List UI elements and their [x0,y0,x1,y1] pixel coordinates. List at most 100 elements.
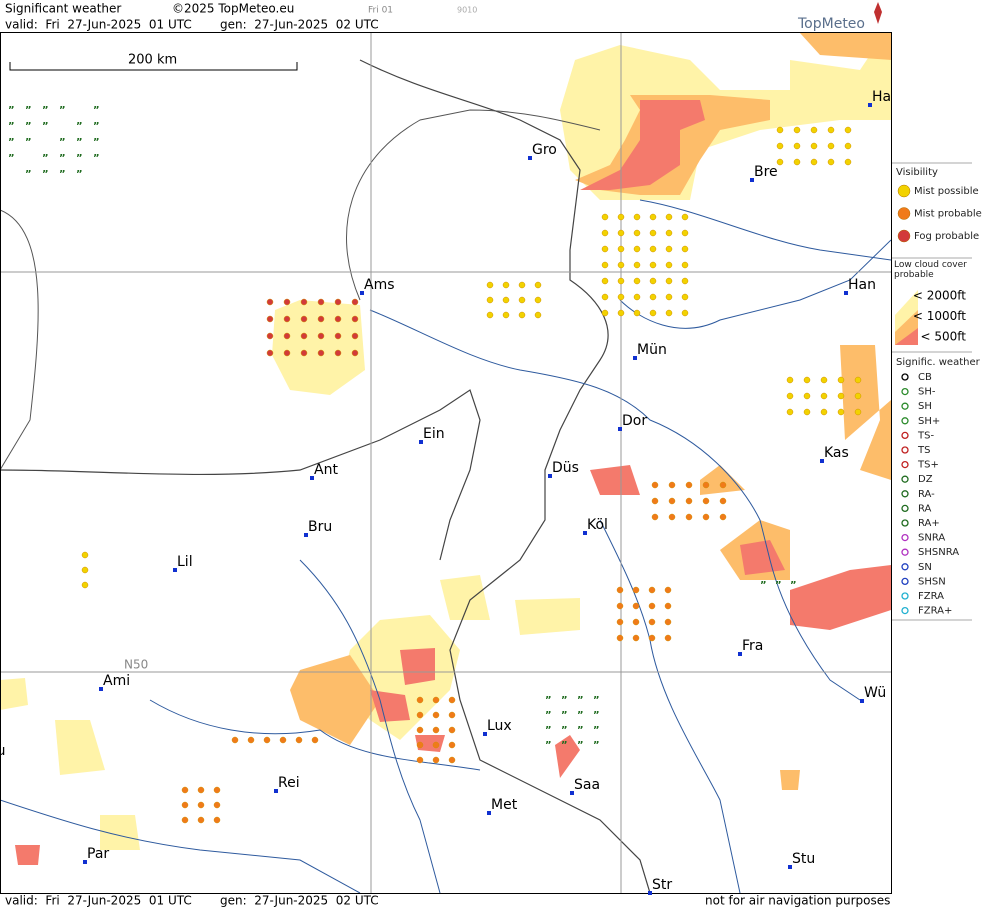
mist-symbol [300,298,308,306]
drizzle-symbol: ” [561,695,568,706]
city-marker [173,568,177,572]
legend-item: Mist possible [914,186,979,197]
legend-item: SNRA [918,533,945,544]
mist-symbol [534,311,542,319]
mist-symbol [649,229,657,237]
mist-symbol [632,586,640,594]
drizzle-symbol: ” [760,580,767,591]
mist-symbol [649,293,657,301]
legend-item: < 500ft [921,330,967,344]
mist-symbol [776,142,784,150]
mist-symbol [665,229,673,237]
drizzle-symbol: ” [76,153,83,164]
mist-symbol [617,309,625,317]
mist-symbol [432,741,440,749]
mist-symbol [334,349,342,357]
mist-symbol [681,277,689,285]
mist-symbol [279,736,287,744]
city-marker [750,178,754,182]
city-label: Düs [552,460,579,476]
legend-title-text: Low cloud cover probable [894,260,967,280]
city-marker [788,865,792,869]
mist-symbol [632,634,640,642]
mist-symbol [197,816,205,824]
mist-symbol [681,293,689,301]
mist-symbol [416,741,424,749]
drizzle-symbol: ” [42,121,49,132]
mist-symbol [681,245,689,253]
weather-area [590,465,640,495]
mist-symbol [664,618,672,626]
code: 9010 [457,6,477,15]
mist-symbol [351,315,359,323]
mist-symbol [448,726,456,734]
mist-symbol [810,126,818,134]
mist-symbol [448,711,456,719]
mist-symbol [702,513,710,521]
city-marker [304,533,308,537]
city-marker [548,474,552,478]
legend-title: Signific. weather [896,357,981,368]
mist-symbol [534,281,542,289]
footer-gen: gen: 27-Jun-2025 02 UTC [220,894,379,908]
mist-symbol [668,497,676,505]
mist-symbol [518,296,526,304]
mist-symbol [300,332,308,340]
mist-symbol [283,298,291,306]
legend-icon [897,229,911,243]
mist-symbol [213,801,221,809]
mist-symbol [334,332,342,340]
mist-symbol [181,801,189,809]
mist-symbol [633,245,641,253]
mist-symbol [616,602,624,610]
legend-item: DZ [918,474,933,485]
mist-symbol [317,315,325,323]
mist-symbol [633,261,641,269]
drizzle-symbol: ” [76,169,83,180]
mist-symbol [633,213,641,221]
legend-icon [901,446,909,454]
mist-symbol [665,245,673,253]
legend-item: TS+ [917,460,939,471]
footer-valid: valid: Fri 27-Jun-2025 01 UTC [5,894,192,908]
legend-item: Mist probable [914,209,982,220]
mist-symbol [213,816,221,824]
mist-symbol [837,392,845,400]
mist-symbol [844,142,852,150]
legend-item: RA [918,503,932,514]
drizzle-symbol: ” [59,153,66,164]
mist-symbol [649,245,657,253]
mist-symbol [820,392,828,400]
mist-symbol [648,634,656,642]
mist-symbol [317,332,325,340]
mist-symbol [518,281,526,289]
mist-symbol [432,756,440,764]
city-marker [570,791,574,795]
legend-icon [901,460,909,469]
mist-symbol [837,408,845,416]
weather-area [780,770,800,790]
mist-symbol [664,586,672,594]
mist-symbol [719,497,727,505]
drizzle-symbol: ” [593,725,600,736]
mist-symbol [601,277,609,285]
city-label: Fra [742,638,763,654]
mist-symbol [518,311,526,319]
drizzle-symbol: ” [42,169,49,180]
city-marker [820,459,824,463]
river [299,559,441,894]
legend-icon [901,387,909,396]
coastline [0,209,39,471]
drizzle-symbol: ” [561,710,568,721]
drizzle-symbol: ” [76,121,83,132]
weather-area [370,690,410,722]
mist-symbol [181,816,189,824]
weather-area [740,540,785,575]
mist-symbol [702,497,710,505]
map-frame [0,32,892,894]
legend-icon [901,519,909,527]
city-marker [487,811,491,815]
mist-symbol [681,309,689,317]
mist-symbol [668,481,676,489]
